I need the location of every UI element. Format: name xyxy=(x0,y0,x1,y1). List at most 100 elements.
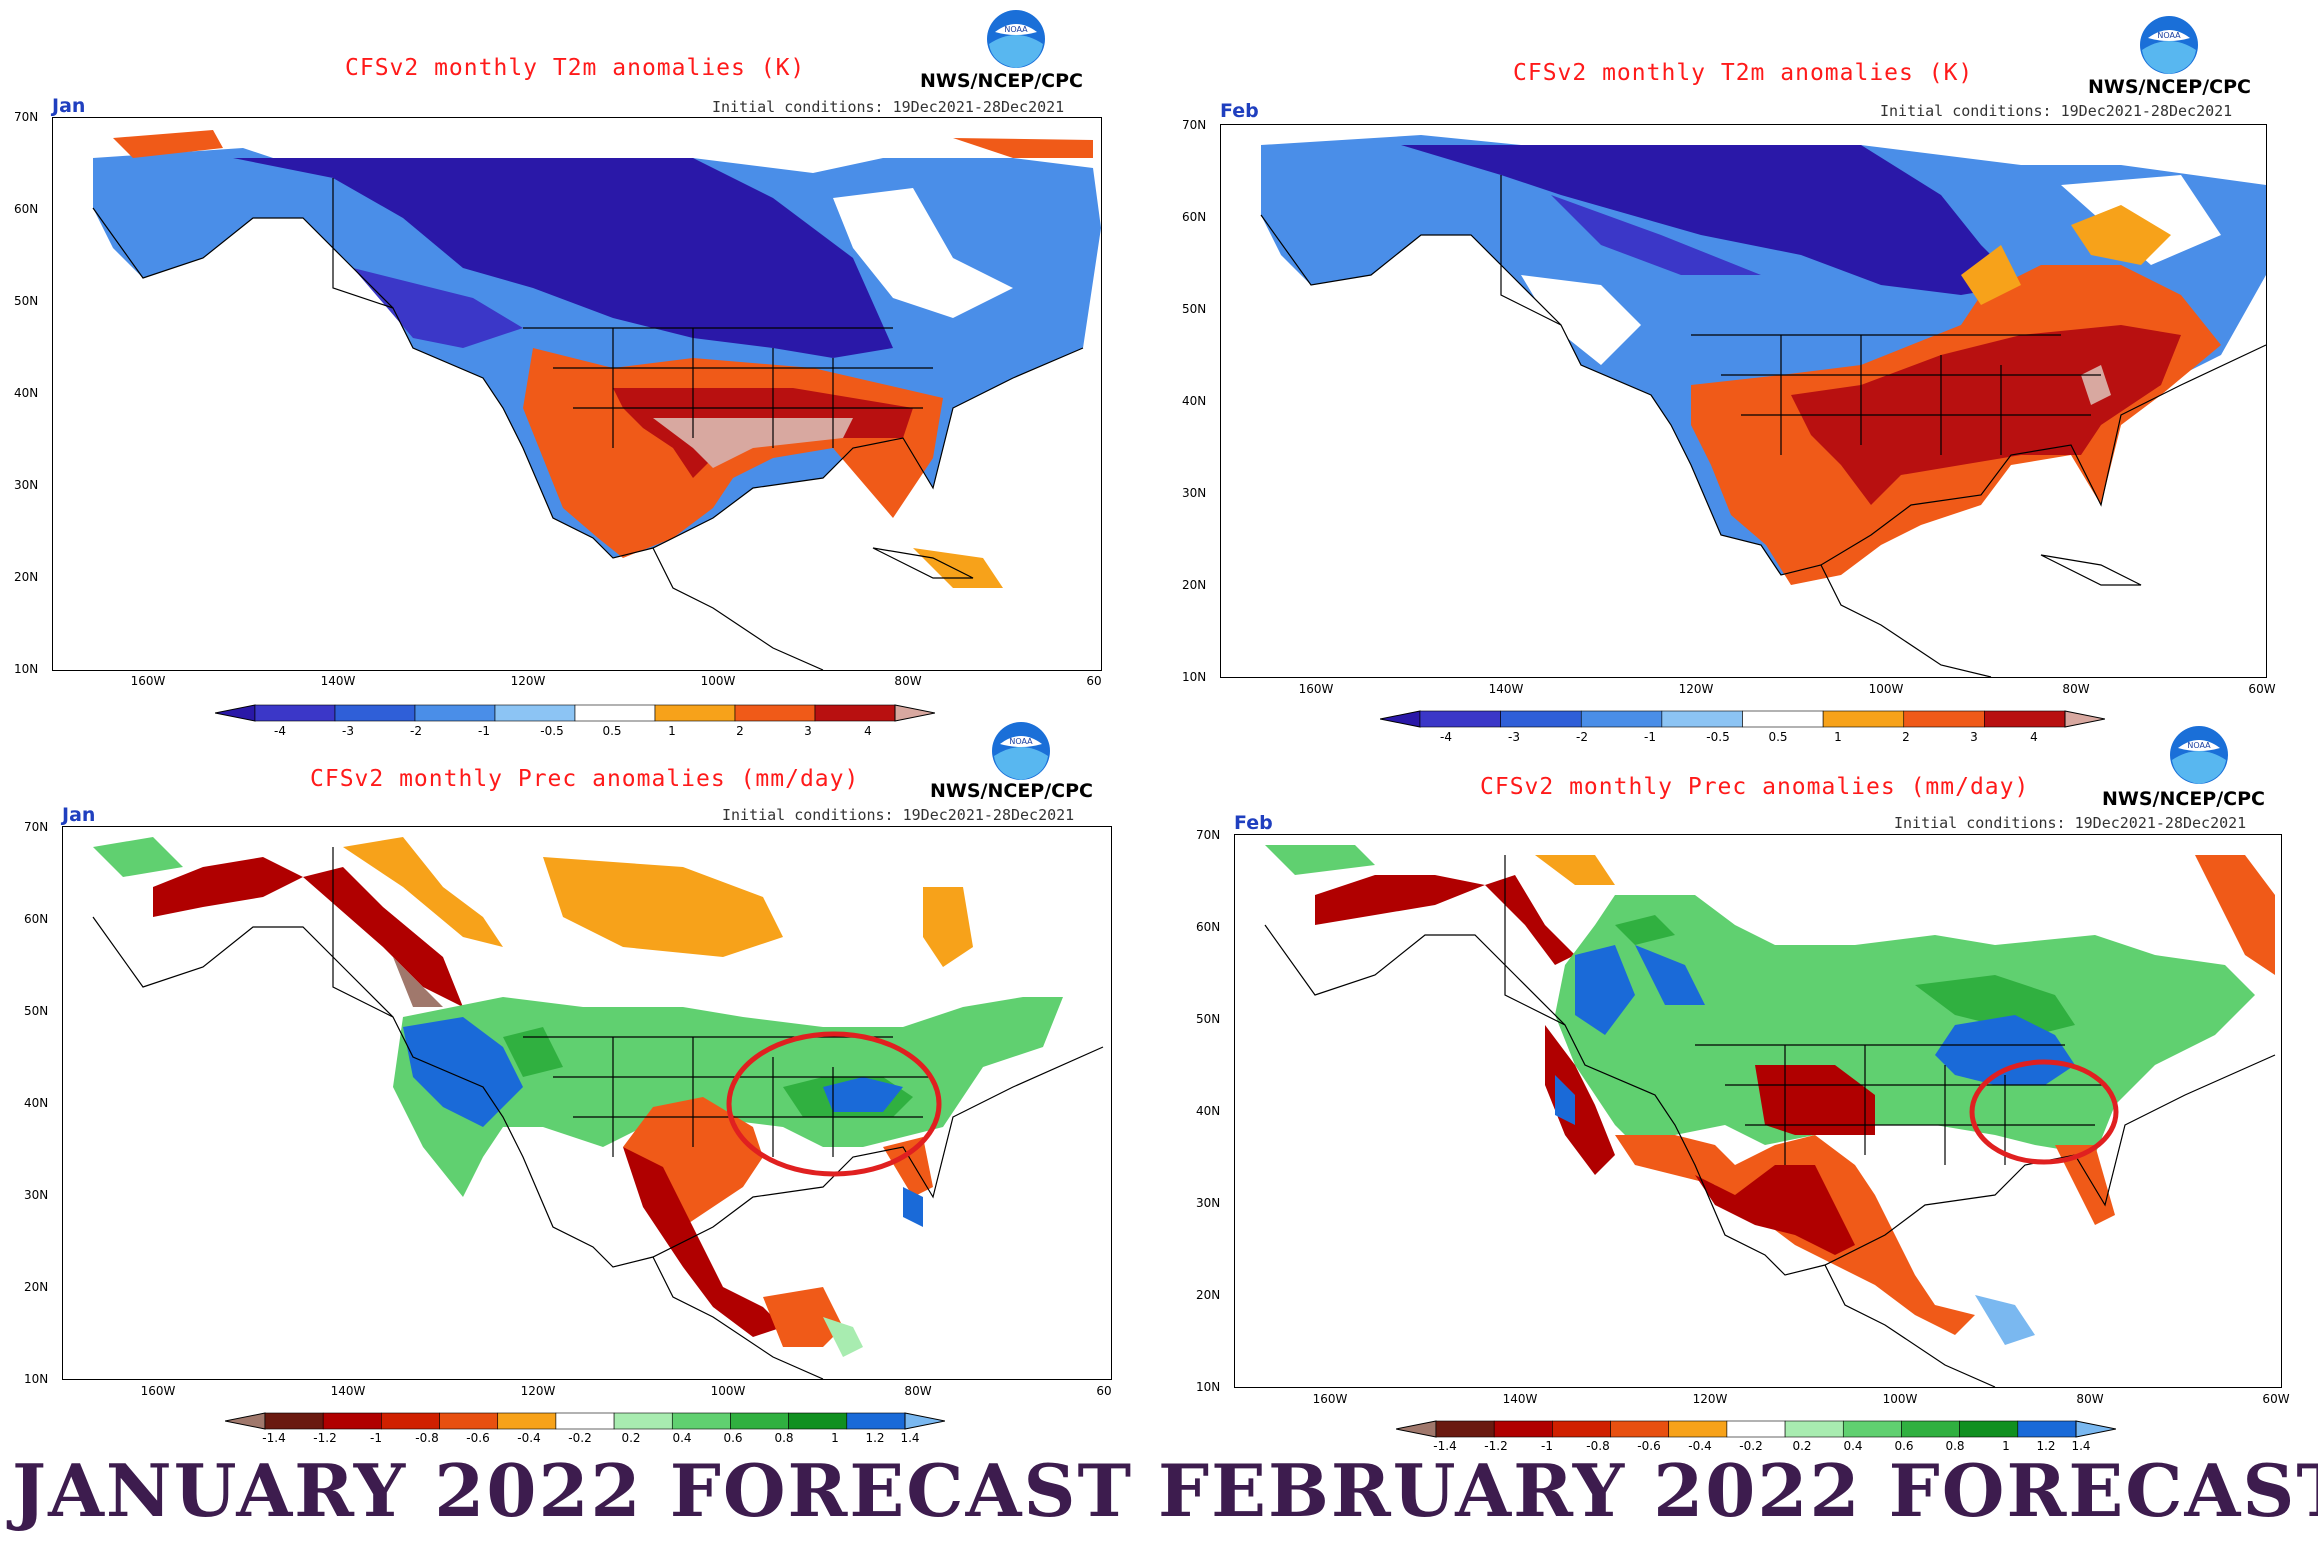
lat-label: 70N xyxy=(14,110,39,124)
colorbar-end-right xyxy=(904,1412,946,1430)
initial-conditions: Initial conditions: 19Dec2021-28Dec2021 xyxy=(1880,102,2233,120)
colorbar-label: 4 xyxy=(864,724,872,738)
colorbar-label: 0.6 xyxy=(723,1431,743,1445)
colorbar-swatch xyxy=(1984,710,2066,728)
colorbar-label: 0.2 xyxy=(1792,1439,1812,1453)
colorbar-label: 0.4 xyxy=(1843,1439,1863,1453)
lon-label: 100W xyxy=(710,1384,746,1398)
colorbar-swatch xyxy=(1842,1420,1902,1438)
lon-label: 160W xyxy=(130,674,166,688)
colorbar-label: -0.6 xyxy=(466,1431,490,1445)
lon-label: 100W xyxy=(1868,682,1904,696)
colorbar-label: 0.8 xyxy=(774,1431,794,1445)
colorbar-label: -0.5 xyxy=(540,724,564,738)
colorbar-swatch xyxy=(497,1412,557,1430)
colorbar-label: -2 xyxy=(1576,730,1588,744)
colorbar-swatch xyxy=(1742,710,1824,728)
colorbar-label: -0.8 xyxy=(415,1431,439,1445)
lon-label: 120W xyxy=(510,674,546,688)
svg-text:NOAA: NOAA xyxy=(1009,737,1033,746)
colorbar-label: -1.2 xyxy=(313,1431,337,1445)
colorbar-label: -0.4 xyxy=(517,1431,541,1445)
lon-label: 80W xyxy=(2062,682,2090,696)
colorbar-swatch xyxy=(1580,710,1663,728)
colorbar-label: 0.5 xyxy=(602,724,622,738)
colorbar-label: 0.8 xyxy=(1945,1439,1965,1453)
lat-label: 60N xyxy=(24,912,49,926)
colorbar-label: -1 xyxy=(1541,1439,1553,1453)
colorbar-label: 0.2 xyxy=(621,1431,641,1445)
colorbar-swatch xyxy=(494,704,576,722)
colorbar-label: 0.4 xyxy=(672,1431,692,1445)
lon-label: 160W xyxy=(140,1384,176,1398)
colorbar-swatch xyxy=(1552,1420,1611,1438)
credit-label: NWS/NCEP/CPC xyxy=(930,780,1093,802)
panel-title: CFSv2 monthly T2m anomalies (K) xyxy=(1513,60,1974,86)
colorbar-swatch xyxy=(1903,710,1985,728)
lon-label: 160W xyxy=(1312,1392,1348,1406)
panel-title: CFSv2 monthly Prec anomalies (mm/day) xyxy=(310,766,860,792)
caption-february: FEBRUARY 2022 FORECAST xyxy=(1158,1448,2318,1533)
svg-text:NOAA: NOAA xyxy=(1004,25,1028,34)
colorbar-swatch xyxy=(730,1412,789,1430)
lat-label: 20N xyxy=(1182,578,1207,592)
lon-label: 120W xyxy=(520,1384,556,1398)
colorbar-label: 0.6 xyxy=(1894,1439,1914,1453)
colorbar-swatch xyxy=(1493,1420,1553,1438)
lon-label: 60 xyxy=(1096,1384,1112,1398)
colorbar-label: 1.4 xyxy=(900,1431,920,1445)
colorbar-label: 1.4 xyxy=(2071,1439,2091,1453)
lon-label: 140W xyxy=(330,1384,366,1398)
lon-label: 120W xyxy=(1678,682,1714,696)
initial-conditions: Initial conditions: 19Dec2021-28Dec2021 xyxy=(1894,814,2247,832)
lat-label: 50N xyxy=(14,294,39,308)
noaa-logo-icon: NOAA xyxy=(2138,14,2200,76)
prec-map xyxy=(62,826,1112,1380)
lat-label: 20N xyxy=(24,1280,49,1294)
lat-label: 60N xyxy=(1182,210,1207,224)
lat-label: 10N xyxy=(1196,1380,1221,1394)
lon-label: 60W xyxy=(2248,682,2276,696)
colorbar-swatch xyxy=(734,704,816,722)
lat-label: 30N xyxy=(24,1188,49,1202)
colorbar-swatch xyxy=(814,704,896,722)
panel-title: CFSv2 monthly T2m anomalies (K) xyxy=(345,55,806,81)
prec-colorbar xyxy=(1395,1420,2117,1438)
colorbar-swatch xyxy=(1500,710,1582,728)
colorbar-label: 3 xyxy=(1970,730,1978,744)
colorbar-label: 2 xyxy=(1902,730,1910,744)
colorbar-swatch xyxy=(1610,1420,1670,1438)
lon-label: 160W xyxy=(1298,682,1334,696)
colorbar-swatch xyxy=(1435,1420,1495,1438)
lon-label: 60 xyxy=(1086,674,1102,688)
lat-label: 40N xyxy=(24,1096,49,1110)
t2m-map xyxy=(52,117,1102,671)
colorbar-swatch xyxy=(613,1412,673,1430)
noaa-logo-icon: NOAA xyxy=(990,720,1052,782)
colorbar-end-right xyxy=(2075,1420,2117,1438)
lat-label: 10N xyxy=(14,662,39,676)
colorbar-label: -4 xyxy=(1440,730,1452,744)
colorbar-swatch xyxy=(1901,1420,1960,1438)
colorbar-label: -1.2 xyxy=(1484,1439,1508,1453)
colorbar-swatch xyxy=(671,1412,731,1430)
colorbar-swatch xyxy=(264,1412,324,1430)
lat-label: 20N xyxy=(14,570,39,584)
colorbar-end-left xyxy=(214,704,256,722)
svg-text:NOAA: NOAA xyxy=(2157,31,2181,40)
lon-label: 80W xyxy=(894,674,922,688)
colorbar-swatch xyxy=(414,704,496,722)
colorbar-label: -1.4 xyxy=(1433,1439,1457,1453)
colorbar-swatch xyxy=(334,704,416,722)
colorbar-label: -1.4 xyxy=(262,1431,286,1445)
colorbar-label: -3 xyxy=(342,724,354,738)
lat-label: 40N xyxy=(1196,1104,1221,1118)
colorbar-swatch xyxy=(555,1412,615,1430)
noaa-logo-icon: NOAA xyxy=(2168,724,2230,786)
colorbar-label: -3 xyxy=(1508,730,1520,744)
colorbar-label: 1.2 xyxy=(2036,1439,2056,1453)
lon-label: 140W xyxy=(1502,1392,1538,1406)
lat-label: 60N xyxy=(14,202,39,216)
lon-label: 120W xyxy=(1692,1392,1728,1406)
colorbar-label: 1 xyxy=(2002,1439,2010,1453)
